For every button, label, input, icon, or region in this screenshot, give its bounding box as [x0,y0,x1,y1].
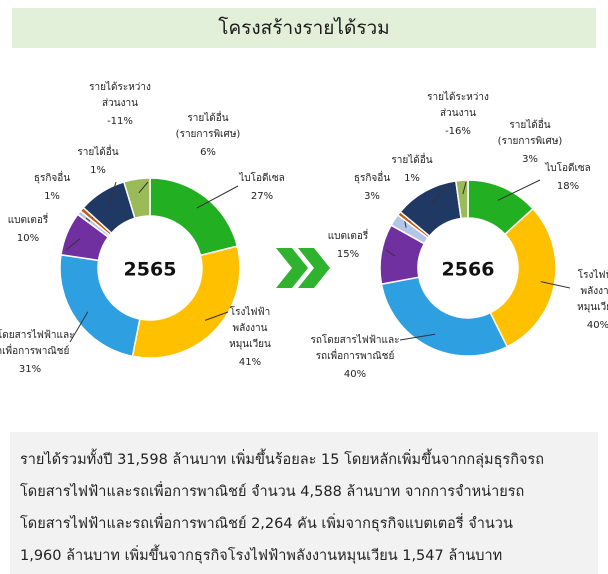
segment-value-label: 41% [239,357,261,368]
leader-line [497,179,541,201]
segment-value-label: -16% [445,126,471,137]
segment-value-label: 27% [251,191,273,202]
leader-line [85,217,91,222]
leader-line [540,281,571,289]
segment-label: ธุรกิจอื่น [34,170,70,184]
leader-line [138,181,149,194]
paragraph-line: โดยสารไฟฟ้าและรถเพื่อการพาณิชย์ จำนวน 4,… [20,484,525,500]
segment-value-label: 18% [557,181,579,192]
leader-line [204,311,229,321]
segment-value-label: 1% [44,191,60,202]
segment-value-label: 40% [587,320,608,331]
segment-label: ไบโอดีเซล [544,161,591,174]
charts: ไบโอดีเซล 27% โรงไฟฟ้าพลังงานหมุนเวียน 41% ร… [0,81,608,380]
segment-label: รายได้ระหว่างส่วนงาน [427,91,489,119]
paragraph-line: โดยสารไฟฟ้าและรถเพื่อการพาณิชย์ 2,264 คั… [20,516,513,532]
segment-label: รายได้ระหว่างส่วนงาน [89,81,151,109]
segment-value-label: 1% [404,173,420,184]
paragraph: รายได้รวมทั้งปี 31,598 ล้านบาท เพิ่มขึ้น… [10,432,598,574]
donut-segment [380,276,509,357]
leader-line [385,249,396,257]
segment-label: รถโดยสารไฟฟ้าและรถเพื่อการพาณิชย์ [0,328,75,357]
donut-segment [149,177,239,257]
segment-value-label: 10% [17,233,39,244]
paragraph-line: รายได้รวมทั้งปี 31,598 ล้านบาท เพิ่มขึ้น… [20,452,545,468]
segment-value-label: 40% [344,369,366,380]
donut-segment [454,179,469,220]
leader-line [69,311,89,343]
leader-line [399,333,436,341]
leader-line [196,185,239,209]
leader-line [108,181,117,204]
segment-label: รายได้อื่น(รายการพิเศษ) [176,110,241,140]
segment-value-label: 31% [19,364,41,375]
segment-label: รายได้อื่น [77,144,118,158]
paragraph-line: 1,960 ล้านบาท เพิ่มขึ้นจากธุรกิจโรงไฟฟ้า… [20,548,503,564]
segment-label: แบตเตอรี่ [8,212,49,226]
segment-label: ไบโอดีเซล [238,171,285,184]
segment-label: รถโดยสารไฟฟ้าและรถเพื่อการพาณิชย์ [311,333,400,362]
segment-value-label: 3% [364,191,380,202]
leader-line [65,238,81,251]
donut-segment [131,245,241,359]
arrow [276,248,330,288]
segment-value-label: 1% [90,165,106,176]
segment-value-label: 15% [337,249,359,260]
segment-value-label: 6% [200,147,216,158]
segment-label: โรงไฟฟ้าพลังงานหมุนเวียน [577,268,608,313]
center-label: 2566 [442,259,495,281]
segment-label: โรงไฟฟ้าพลังงานหมุนเวียน [229,305,271,350]
segment-value-label: -11% [107,116,133,127]
donut-segment [489,207,557,348]
segment-label: ธุรกิจอื่น [354,170,390,184]
title-bar: โครงสร้างรายได้รวม [12,8,596,48]
segment-label: รายได้อื่น(รายการพิเศษ) [498,117,563,147]
title: โครงสร้างรายได้รวม [218,17,390,39]
segment-value-label: 3% [522,154,538,165]
segment-label: แบตเตอรี่ [328,228,369,242]
leader-line [431,184,449,204]
center-label: 2565 [124,259,177,281]
segment-label: รายได้อื่น [391,152,432,166]
leader-line [462,181,467,195]
